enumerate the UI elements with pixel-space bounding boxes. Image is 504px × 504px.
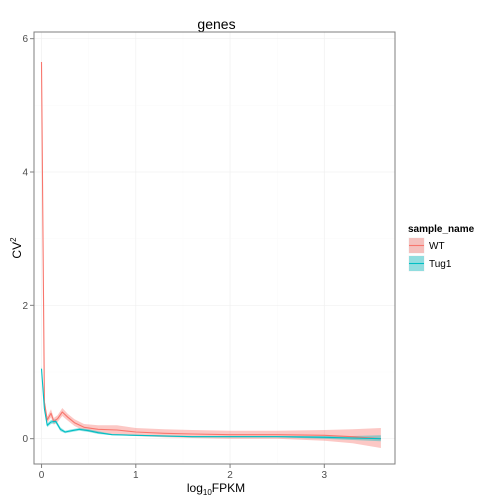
legend-keys: WT Tug1 [407, 236, 452, 273]
y-tick-label: 6 [22, 34, 28, 45]
x-tick-label: 3 [322, 470, 328, 481]
y-tick-label: 0 [22, 434, 28, 445]
x-axis-title: log10FPKM [187, 481, 245, 497]
y-axis-ticks: 0 2 4 6 [22, 34, 34, 445]
y-axis-title-superscript: 2 [9, 237, 18, 242]
y-tick-label: 4 [22, 168, 28, 179]
x-axis-title-main: log [187, 481, 203, 495]
legend: sample_name WT Tug1 [407, 224, 475, 273]
line-wt [40, 61, 381, 440]
legend-label-wt: WT [429, 241, 445, 252]
x-tick-label: 2 [227, 470, 233, 481]
x-axis-title-rest: FPKM [212, 481, 245, 495]
y-tick-label: 2 [22, 301, 28, 312]
series-lines [40, 61, 381, 440]
x-axis-ticks: 0 1 2 3 [39, 464, 328, 481]
gridlines [34, 32, 395, 464]
y-axis-title-main: CV [10, 242, 24, 259]
chart-title: genes [197, 16, 235, 32]
legend-title: sample_name [408, 224, 475, 235]
legend-label-tug1: Tug1 [429, 259, 452, 270]
x-axis-title-subscript: 10 [203, 488, 212, 497]
x-tick-label: 0 [39, 470, 45, 481]
x-tick-label: 1 [133, 470, 139, 481]
line-tug1 [40, 368, 381, 440]
y-axis-title: CV2 [9, 237, 24, 259]
plot-panel-border [33, 31, 396, 465]
